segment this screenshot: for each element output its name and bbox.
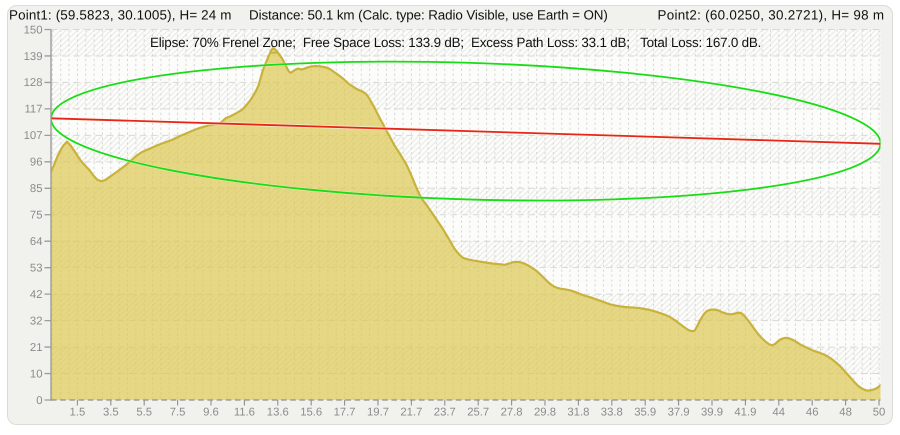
svg-text:1.5: 1.5 — [70, 407, 86, 419]
svg-text:117: 117 — [24, 104, 42, 116]
svg-text:53: 53 — [30, 262, 43, 274]
svg-text:44: 44 — [773, 407, 786, 419]
svg-text:21.7: 21.7 — [400, 407, 422, 419]
svg-text:46: 46 — [806, 407, 819, 419]
svg-text:Distance: 50.1 km (Calc. type:: Distance: 50.1 km (Calc. type: Radio Vis… — [249, 8, 608, 23]
svg-text:37.9: 37.9 — [668, 407, 690, 419]
svg-text:9.6: 9.6 — [203, 407, 219, 419]
svg-text:139: 139 — [24, 51, 43, 63]
svg-text:75: 75 — [30, 210, 43, 222]
svg-text:33.8: 33.8 — [601, 407, 623, 419]
svg-text:Point2: (60.0250, 30.2721), H=: Point2: (60.0250, 30.2721), H= 98 m — [658, 8, 885, 23]
svg-text:Elipse: 70% Frenel Zone; Free: Elipse: 70% Frenel Zone; Free Space Loss… — [150, 35, 761, 50]
svg-text:41.9: 41.9 — [734, 407, 756, 419]
svg-text:Point1: (59.5823, 30.1005), H=: Point1: (59.5823, 30.1005), H= 24 m — [9, 8, 232, 23]
svg-text:128: 128 — [24, 77, 43, 89]
svg-text:19.7: 19.7 — [367, 407, 389, 419]
svg-text:50: 50 — [873, 407, 886, 419]
svg-text:31.8: 31.8 — [567, 407, 589, 419]
svg-text:32: 32 — [30, 315, 43, 327]
svg-text:5.5: 5.5 — [136, 407, 152, 419]
svg-text:25.7: 25.7 — [467, 407, 489, 419]
svg-text:35.9: 35.9 — [634, 407, 656, 419]
svg-text:10: 10 — [30, 368, 43, 380]
svg-text:17.7: 17.7 — [334, 407, 356, 419]
svg-text:11.6: 11.6 — [234, 407, 255, 419]
svg-text:48: 48 — [839, 407, 852, 419]
svg-text:15.6: 15.6 — [300, 407, 322, 419]
svg-text:21: 21 — [30, 342, 43, 354]
svg-text:42: 42 — [30, 289, 43, 301]
svg-text:23.7: 23.7 — [434, 407, 456, 419]
svg-text:96: 96 — [30, 157, 43, 169]
svg-text:7.5: 7.5 — [170, 407, 186, 419]
svg-text:29.8: 29.8 — [534, 407, 556, 419]
svg-text:39.9: 39.9 — [701, 407, 723, 419]
svg-text:64: 64 — [30, 236, 43, 248]
svg-text:107: 107 — [24, 130, 43, 142]
svg-text:27.8: 27.8 — [501, 407, 523, 419]
svg-text:3.5: 3.5 — [103, 407, 119, 419]
svg-text:13.6: 13.6 — [267, 407, 289, 419]
svg-text:85: 85 — [30, 183, 43, 195]
svg-text:150: 150 — [24, 24, 43, 36]
svg-text:0: 0 — [36, 395, 42, 407]
